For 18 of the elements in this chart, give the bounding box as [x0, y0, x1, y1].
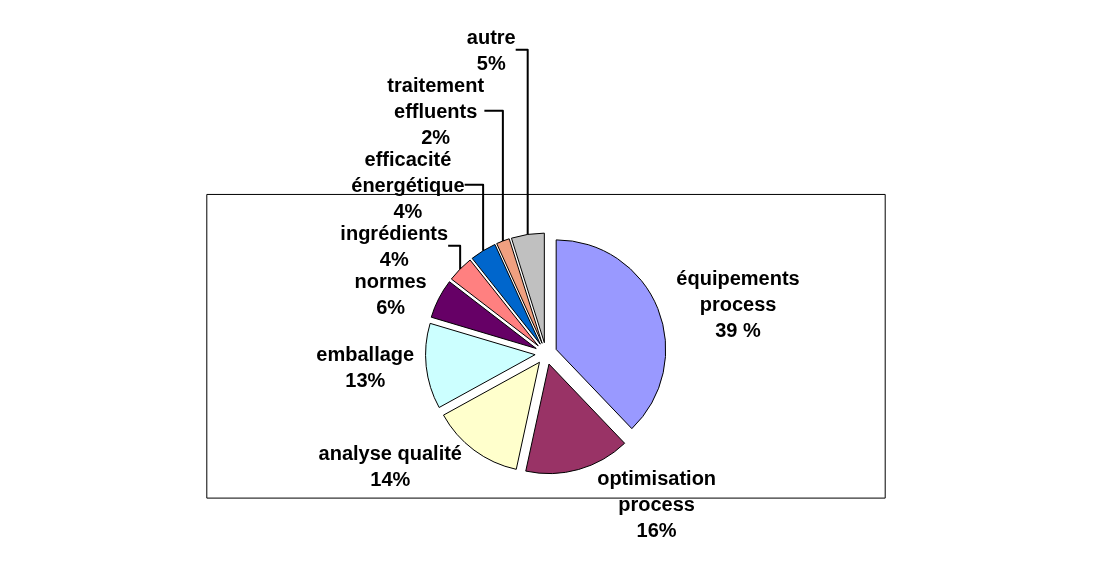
slice-label: optimisation process [597, 466, 717, 515]
slice-label: emballage [316, 342, 415, 365]
data-label: 4% [393, 199, 423, 222]
data-label: 2% [421, 125, 451, 148]
slice-label: traitement effluents [387, 73, 485, 122]
data-label: 14% [370, 467, 411, 490]
slice-label: autre [466, 25, 516, 48]
slice-label: équipements process [676, 266, 800, 315]
data-label: 16% [636, 518, 677, 541]
slice-label: efficacité énergétique [351, 147, 465, 196]
data-label: 39 % [715, 318, 762, 341]
slice-label: analyse qualité [318, 441, 462, 464]
data-label: 13% [345, 368, 386, 391]
data-label: 6% [376, 295, 406, 318]
slice-label: normes [354, 269, 427, 292]
slice-label: ingrédients [340, 221, 449, 244]
data-label: 4% [379, 247, 409, 270]
data-label: 5% [476, 51, 506, 74]
